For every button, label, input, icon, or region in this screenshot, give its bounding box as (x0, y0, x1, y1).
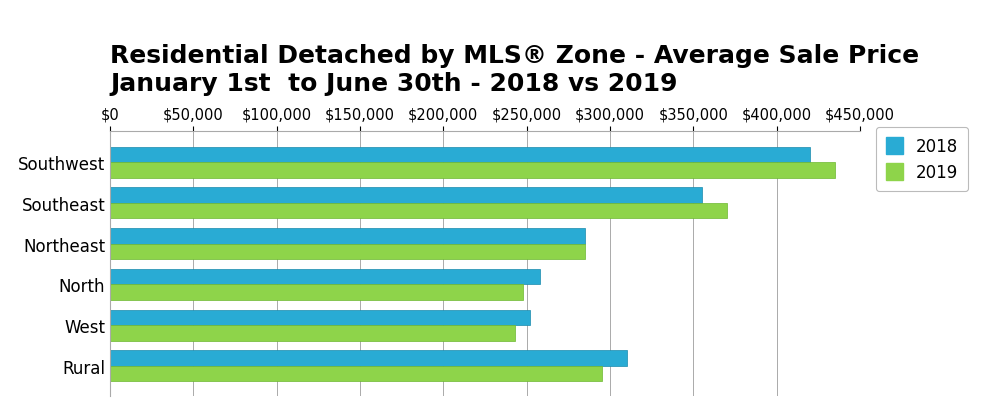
Bar (110, 228, 585, 244)
Bar (110, 310, 530, 325)
Bar (110, 203, 727, 219)
Bar (110, 244, 585, 259)
Legend: 2018, 2019: 2018, 2019 (876, 127, 968, 192)
Bar (110, 366, 602, 382)
Bar (110, 325, 515, 341)
Bar (110, 269, 540, 285)
Bar (110, 188, 702, 203)
Text: Residential Detached by MLS® Zone - Average Sale Price
January 1st  to June 30th: Residential Detached by MLS® Zone - Aver… (110, 44, 919, 96)
Bar (110, 351, 627, 366)
Bar (110, 285, 523, 300)
Bar (110, 163, 835, 178)
Bar (110, 147, 810, 163)
